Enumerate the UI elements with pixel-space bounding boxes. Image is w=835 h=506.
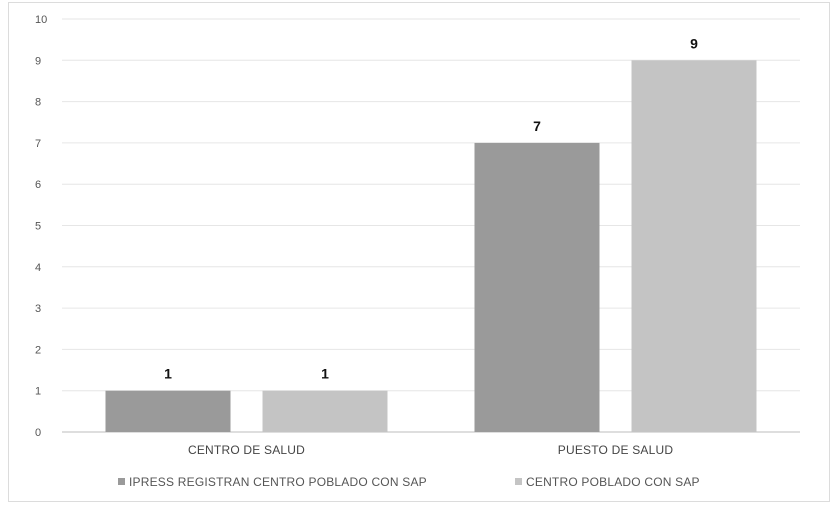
y-tick-label: 5 [35, 221, 41, 233]
y-tick-label: 0 [35, 427, 41, 439]
y-tick-label: 8 [35, 97, 41, 109]
y-tick-label: 2 [35, 344, 41, 356]
legend-swatch [515, 478, 522, 485]
y-tick-label: 6 [35, 179, 41, 191]
bar [474, 142, 600, 432]
legend-label: IPRESS REGISTRAN CENTRO POBLADO CON SAP [129, 475, 427, 489]
data-label: 1 [164, 366, 172, 382]
legend-swatch [118, 478, 125, 485]
y-tick-label: 10 [35, 14, 47, 26]
y-tick-label: 7 [35, 138, 41, 150]
x-tick-label: CENTRO DE SALUD [188, 443, 305, 457]
bar [631, 60, 757, 433]
bar [262, 390, 388, 432]
legend-label: CENTRO POBLADO CON SAP [526, 475, 700, 489]
data-label: 9 [690, 35, 698, 51]
x-axis: CENTRO DE SALUD PUESTO DE SALUD [188, 443, 673, 457]
y-tick-label: 4 [35, 262, 41, 274]
x-tick-label: PUESTO DE SALUD [558, 443, 674, 457]
data-labels: 1 1 7 9 [164, 35, 698, 381]
y-tick-label: 3 [35, 303, 41, 315]
bar [105, 390, 231, 432]
y-tick-label: 1 [35, 386, 41, 398]
data-label: 1 [321, 366, 329, 382]
legend: IPRESS REGISTRAN CENTRO POBLADO CON SAP C… [118, 475, 700, 489]
data-label: 7 [533, 118, 541, 134]
bars [105, 60, 757, 433]
y-tick-label: 9 [35, 55, 41, 67]
y-axis: 0 1 2 3 4 5 6 7 8 9 10 [35, 14, 47, 439]
